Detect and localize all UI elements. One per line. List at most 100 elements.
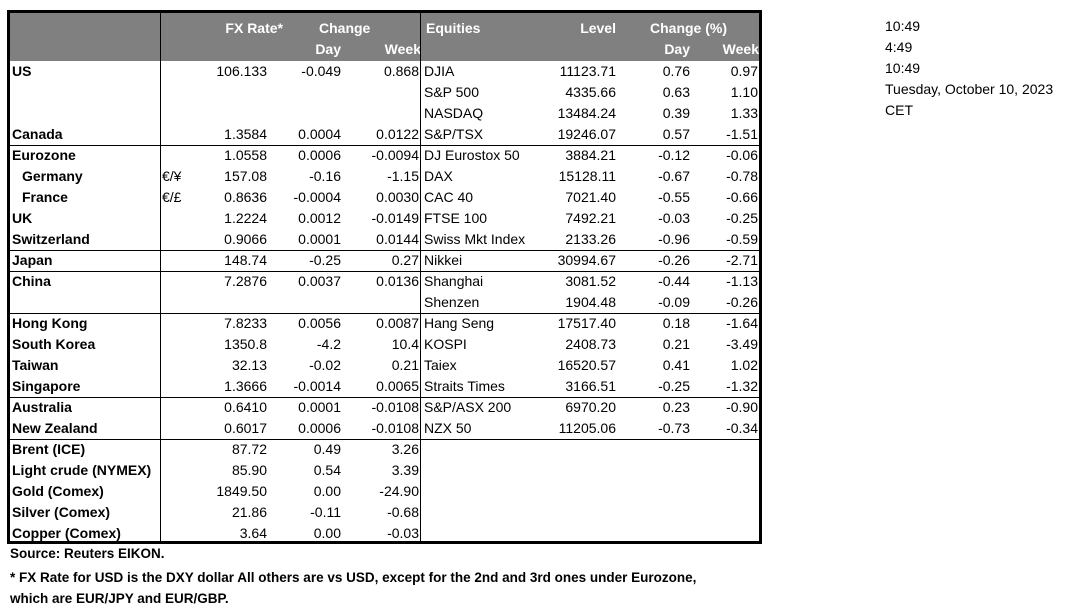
fx-rate: 148.74 <box>224 252 267 268</box>
fx-change-day: -0.16 <box>309 168 341 184</box>
equity-level: 1904.48 <box>565 294 616 310</box>
fx-change-day: 0.49 <box>313 441 341 457</box>
equity-name: NASDAQ <box>424 105 484 121</box>
footnote-line1: * FX Rate for USD is the DXY dollar All … <box>10 570 697 585</box>
equity-change-day: -0.12 <box>658 147 690 163</box>
equity-change-day: -0.25 <box>658 378 690 394</box>
fx-change-week: 0.868 <box>383 63 419 79</box>
time-info-line: Tuesday, October 10, 2023 <box>885 81 1054 97</box>
fx-change-day: -0.25 <box>309 252 341 268</box>
header-day: Day <box>315 41 341 57</box>
equity-name: DJIA <box>424 63 455 79</box>
fx-change-week: -1.15 <box>387 168 419 184</box>
time-info-line: 4:49 <box>885 39 913 55</box>
equity-name: S&P/TSX <box>424 126 484 142</box>
equity-change-week: -0.34 <box>726 420 758 436</box>
equity-change-week: -3.49 <box>726 336 758 352</box>
row-separator <box>10 397 759 398</box>
equity-level: 6970.20 <box>565 399 616 415</box>
row-label: US <box>12 63 32 79</box>
row-label: New Zealand <box>12 420 98 436</box>
row-label: Hong Kong <box>12 315 88 331</box>
fx-change-week: 3.26 <box>391 441 419 457</box>
equity-change-day: 0.39 <box>662 105 690 121</box>
fx-change-day: -0.0004 <box>293 189 341 205</box>
equity-level: 13484.24 <box>557 105 616 121</box>
row-label: Light crude (NYMEX) <box>12 462 152 478</box>
fx-change-week: -0.0149 <box>371 210 419 226</box>
equity-change-week: 0.97 <box>730 63 758 79</box>
fx-change-week: 0.0087 <box>376 315 419 331</box>
equity-name: DAX <box>424 168 453 184</box>
header-day-pct: Day <box>664 41 690 57</box>
equity-name: Straits Times <box>424 378 505 394</box>
equity-level: 30994.67 <box>557 252 616 268</box>
fx-change-week: 3.39 <box>391 462 419 478</box>
equity-level: 2133.26 <box>565 231 616 247</box>
equity-change-week: -1.32 <box>726 378 758 394</box>
row-label: France <box>22 189 68 205</box>
equity-level: 7492.21 <box>565 210 616 226</box>
fx-change-week: -24.90 <box>379 483 419 499</box>
row-separator <box>10 145 759 146</box>
fx-rate: 157.08 <box>224 168 267 184</box>
equity-change-week: 1.02 <box>730 357 758 373</box>
currency-pair: €/¥ <box>162 168 182 184</box>
fx-change-week: -0.68 <box>387 504 419 520</box>
fx-change-day: 0.0056 <box>298 315 341 331</box>
fx-rate: 3.64 <box>239 525 267 541</box>
fx-rate: 1849.50 <box>216 483 267 499</box>
time-info-line: CET <box>885 102 913 118</box>
equity-name: FTSE 100 <box>424 210 488 226</box>
row-separator <box>10 250 759 251</box>
row-separator <box>10 271 759 272</box>
row-label: Copper (Comex) <box>12 525 121 541</box>
row-label: Taiwan <box>12 357 59 373</box>
equity-level: 4335.66 <box>565 84 616 100</box>
row-label: Brent (ICE) <box>12 441 86 457</box>
fx-change-week: -0.0108 <box>371 399 419 415</box>
equity-name: Nikkei <box>424 252 463 268</box>
divider <box>420 13 421 541</box>
fx-change-day: 0.0004 <box>298 126 341 142</box>
equity-change-day: -0.96 <box>658 231 690 247</box>
equity-name: KOSPI <box>424 336 467 352</box>
header-week: Week <box>384 41 421 57</box>
equity-change-week: -2.71 <box>726 252 758 268</box>
divider <box>160 13 161 541</box>
fx-rate: 32.13 <box>231 357 267 373</box>
fx-change-day: -4.2 <box>316 336 341 352</box>
equity-level: 15128.11 <box>558 168 616 184</box>
fx-change-day: 0.00 <box>313 483 341 499</box>
equity-change-week: -0.06 <box>726 147 758 163</box>
equity-change-week: 1.33 <box>730 105 758 121</box>
header-change: Change <box>319 20 371 36</box>
equity-change-week: -1.51 <box>726 126 758 142</box>
currency-pair: €/£ <box>162 189 182 205</box>
row-label: UK <box>12 210 33 226</box>
fx-rate: 85.90 <box>231 462 267 478</box>
equity-change-day: -0.09 <box>658 294 690 310</box>
equity-level: 11205.06 <box>558 420 616 436</box>
equity-change-week: -1.64 <box>726 315 758 331</box>
equity-change-week: 1.10 <box>730 84 758 100</box>
fx-rate: 0.9066 <box>224 231 267 247</box>
fx-change-day: 0.0006 <box>298 147 341 163</box>
row-label: China <box>12 273 51 289</box>
row-label: Japan <box>12 252 53 268</box>
time-info-line: 10:49 <box>885 60 921 76</box>
equity-name: Hang Seng <box>424 315 495 331</box>
fx-change-day: 0.0001 <box>298 399 341 415</box>
fx-change-day: 0.00 <box>313 525 341 541</box>
equity-change-day: 0.21 <box>662 336 690 352</box>
equity-level: 17517.40 <box>557 315 616 331</box>
equity-change-week: -1.13 <box>726 273 758 289</box>
fx-change-week: 10.4 <box>391 336 419 352</box>
equity-name: Taiex <box>424 357 457 373</box>
source-note: Source: Reuters EIKON. <box>10 546 165 561</box>
equity-change-day: -0.67 <box>658 168 690 184</box>
fx-rate: 1350.8 <box>224 336 267 352</box>
fx-change-day: -0.049 <box>301 63 341 79</box>
equity-change-day: -0.26 <box>658 252 690 268</box>
fx-rate: 7.2876 <box>224 273 267 289</box>
